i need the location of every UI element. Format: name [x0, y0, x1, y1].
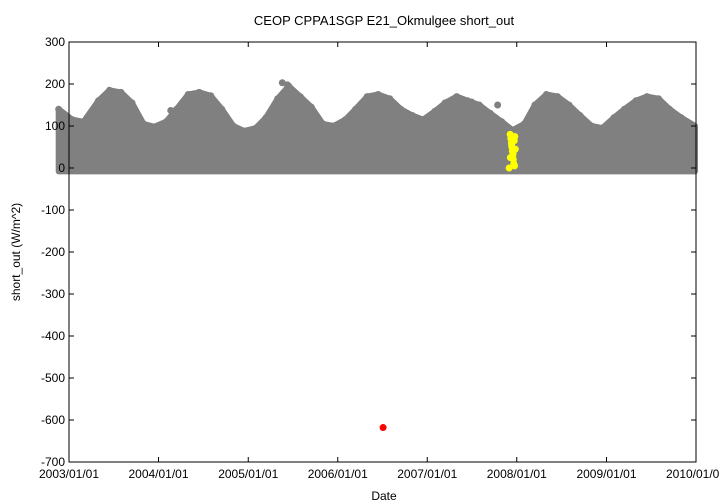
- y-tick-label: -100: [41, 203, 65, 217]
- series-gray-point: [588, 122, 596, 130]
- series-gray-point: [542, 91, 550, 98]
- series-gray-point: [666, 105, 674, 113]
- series-gray-point: [408, 112, 416, 119]
- series-gray-point: [150, 123, 158, 131]
- series-gray-point: [531, 101, 539, 109]
- series-gray-point: [252, 124, 260, 132]
- series-gray-point: [486, 109, 494, 117]
- series-gray-point: [94, 97, 102, 105]
- series-gray-point: [307, 103, 315, 111]
- y-tick-label: -500: [41, 371, 65, 385]
- series-gray-point: [195, 88, 203, 96]
- x-tick-label: 2004/01/01: [128, 467, 188, 481]
- series-gray-point: [262, 114, 270, 122]
- series-gray-point: [431, 107, 439, 115]
- series-gray-point: [55, 105, 63, 113]
- series-gray-point: [441, 99, 449, 107]
- series-gray-point: [620, 105, 628, 113]
- x-tick-label: 2003/01/01: [39, 467, 99, 481]
- series-gray-point: [162, 118, 170, 126]
- series-gray-outlier: [167, 106, 175, 114]
- series-gray-point: [184, 91, 192, 98]
- series-gray-point: [553, 93, 561, 101]
- series-gray-point: [386, 95, 394, 103]
- y-tick-label: -300: [41, 287, 65, 301]
- series-gray-point: [677, 114, 685, 122]
- series-yellow-point: [505, 164, 513, 172]
- y-tick-label: -200: [41, 245, 65, 259]
- series-gray-point: [79, 118, 87, 126]
- series-gray-point: [475, 101, 483, 109]
- series-gray-point: [598, 124, 606, 132]
- x-axis-label: Date: [371, 489, 397, 503]
- x-axis: 2003/01/01 2004/01/01 2005/01/01 2006/01/01…: [39, 42, 720, 481]
- series-gray-point: [128, 99, 136, 107]
- series-gray-point: [319, 120, 327, 128]
- series-gray-point: [296, 93, 304, 101]
- y-tick-label: 100: [45, 119, 65, 133]
- series-gray-point: [117, 88, 125, 96]
- x-tick-label: 2005/01/01: [218, 467, 278, 481]
- series-gray-point: [218, 105, 226, 113]
- series-gray-point: [565, 101, 573, 109]
- x-tick-label: 2009/01/01: [576, 467, 636, 481]
- series-red-point: [379, 424, 387, 432]
- x-tick-label: 2010/01/01: [666, 467, 720, 481]
- series-gray-point: [632, 97, 640, 105]
- chart-title: CEOP CPPA1SGP E21_Okmulgee short_out: [254, 13, 515, 28]
- series-gray-point: [173, 105, 181, 113]
- y-tick-label: 300: [45, 35, 65, 49]
- series-gray-point: [397, 105, 405, 113]
- series-yellow-point: [508, 141, 516, 149]
- series-gray-point: [140, 120, 148, 128]
- series-gray-point: [229, 122, 237, 130]
- y-tick-label: -600: [41, 413, 65, 427]
- x-tick-label: 2008/01/01: [487, 467, 547, 481]
- series-gray-point: [363, 93, 371, 101]
- series-yellow-point: [511, 162, 519, 170]
- y-tick-label: -700: [41, 455, 65, 469]
- series-gray-point: [610, 114, 618, 122]
- x-tick-label: 2006/01/01: [308, 467, 368, 481]
- y-axis-label: short_out (W/m^2): [9, 203, 23, 301]
- series-gray-point: [352, 105, 360, 113]
- series-gray-point: [576, 112, 584, 119]
- series-gray-point: [374, 91, 382, 98]
- series-yellow-point: [511, 133, 519, 140]
- series-gray-point: [498, 118, 506, 126]
- series-gray-point: [68, 116, 76, 124]
- series-gray-point: [240, 127, 248, 135]
- series-gray-outlier: [494, 101, 502, 109]
- series-yellow-point: [509, 149, 517, 157]
- y-tick-label: 0: [58, 161, 65, 175]
- series-gray-point: [105, 86, 113, 94]
- series-gray-point: [330, 122, 338, 130]
- y-axis: 300 200 100 0 -100 -200 -300 -400 -500 -600 -700: [41, 35, 696, 469]
- series-gray-point: [520, 120, 528, 128]
- y-tick-label: -400: [41, 329, 65, 343]
- series-gray-point: [654, 95, 662, 103]
- series-gray-point: [643, 93, 651, 101]
- series-gray-point: [419, 116, 427, 124]
- plot-series: [55, 79, 698, 432]
- series-gray-point: [207, 92, 215, 100]
- series-gray-point: [341, 116, 349, 124]
- series-gray-point: [453, 93, 461, 101]
- series-gray-outlier: [468, 98, 476, 106]
- series-gray-point: [274, 95, 282, 103]
- series-gray-outlier: [283, 81, 291, 89]
- x-tick-label: 2007/01/01: [397, 467, 457, 481]
- y-tick-label: 200: [45, 77, 65, 91]
